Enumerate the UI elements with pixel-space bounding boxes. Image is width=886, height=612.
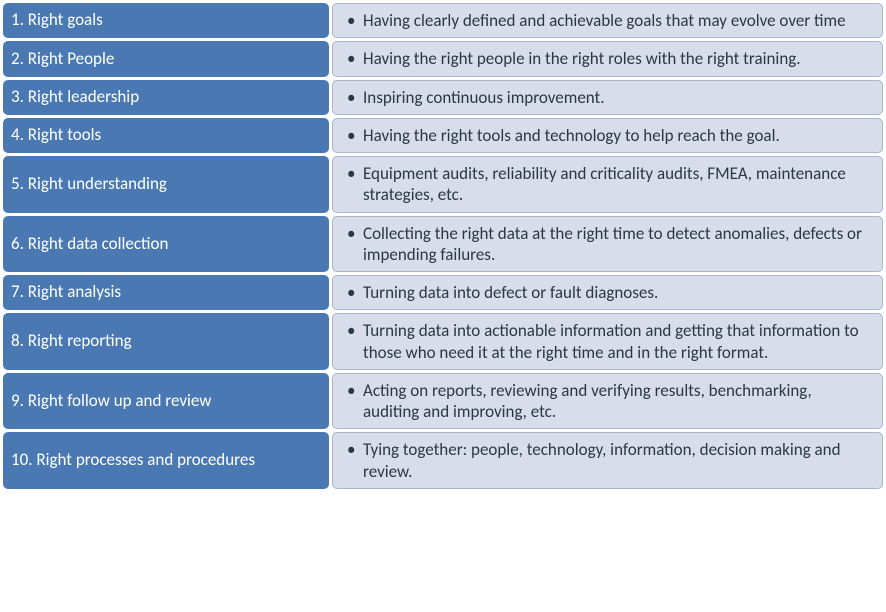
row-label: 8. Right reporting: [3, 313, 329, 370]
row-description-text: Collecting the right data at the right t…: [363, 223, 868, 266]
rights-table: 1. Right goals Having clearly defined and…: [3, 3, 883, 489]
row-label: 9. Right follow up and review: [3, 373, 329, 430]
row-description: Turning data into actionable information…: [332, 313, 883, 370]
row-label: 1. Right goals: [3, 3, 329, 38]
table-row: 8. Right reporting Turning data into acti…: [3, 313, 883, 370]
table-row: 7. Right analysis Turning data into defec…: [3, 275, 883, 310]
table-row: 10. Right processes and procedures Tying …: [3, 432, 883, 489]
row-description-text: Inspiring continuous improvement.: [363, 87, 605, 108]
row-description-text: Acting on reports, reviewing and verifyi…: [363, 380, 868, 423]
row-label: 2. Right People: [3, 41, 329, 76]
row-label: 4. Right tools: [3, 118, 329, 153]
row-description-text: Having the right tools and technology to…: [363, 125, 780, 146]
table-row: 6. Right data collection Collecting the r…: [3, 216, 883, 273]
table-row: 1. Right goals Having clearly defined and…: [3, 3, 883, 38]
row-label: 5. Right understanding: [3, 156, 329, 213]
row-description: Turning data into defect or fault diagno…: [332, 275, 883, 310]
row-description-text: Tying together: people, technology, info…: [363, 439, 868, 482]
row-description: Tying together: people, technology, info…: [332, 432, 883, 489]
table-row: 5. Right understanding Equipment audits, …: [3, 156, 883, 213]
row-description-text: Turning data into defect or fault diagno…: [363, 282, 658, 303]
row-description-text: Having the right people in the right rol…: [363, 48, 801, 69]
row-label: 10. Right processes and procedures: [3, 432, 329, 489]
row-label: 3. Right leadership: [3, 80, 329, 115]
row-label: 7. Right analysis: [3, 275, 329, 310]
table-row: 4. Right tools Having the right tools and…: [3, 118, 883, 153]
table-row: 2. Right People Having the right people i…: [3, 41, 883, 76]
row-description-text: Having clearly defined and achievable go…: [363, 10, 846, 31]
row-description: Having clearly defined and achievable go…: [332, 3, 883, 38]
row-description-text: Equipment audits, reliability and critic…: [363, 163, 868, 206]
row-description: Having the right tools and technology to…: [332, 118, 883, 153]
row-description-text: Turning data into actionable information…: [363, 320, 868, 363]
row-description: Equipment audits, reliability and critic…: [332, 156, 883, 213]
row-description: Having the right people in the right rol…: [332, 41, 883, 76]
row-description: Inspiring continuous improvement.: [332, 80, 883, 115]
row-description: Acting on reports, reviewing and verifyi…: [332, 373, 883, 430]
table-row: 3. Right leadership Inspiring continuous …: [3, 80, 883, 115]
row-description: Collecting the right data at the right t…: [332, 216, 883, 273]
row-label: 6. Right data collection: [3, 216, 329, 273]
table-row: 9. Right follow up and review Acting on r…: [3, 373, 883, 430]
